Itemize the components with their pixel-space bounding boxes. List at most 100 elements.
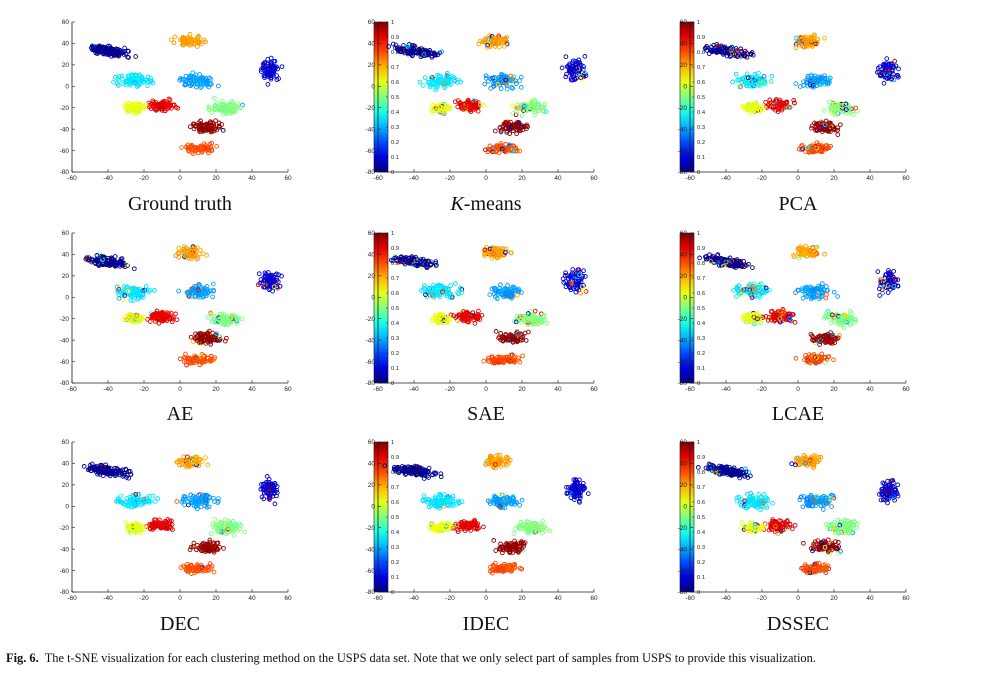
- colorbar-tick-label: 0.4: [697, 110, 706, 116]
- data-point: [492, 128, 498, 134]
- data-point: [265, 56, 271, 62]
- data-point: [115, 76, 120, 81]
- data-point: [149, 78, 154, 84]
- data-point: [821, 108, 827, 113]
- data-point: [197, 72, 203, 77]
- x-tick-label: 0: [178, 386, 182, 393]
- y-tick-label: 0: [65, 83, 69, 90]
- data-point: [238, 105, 244, 111]
- data-point: [822, 251, 827, 257]
- colorbar-tick-label: 0.9: [391, 35, 399, 41]
- x-tick-label: 60: [902, 386, 910, 393]
- data-point: [126, 48, 131, 54]
- y-tick-label: 40: [62, 252, 70, 259]
- data-point: [488, 86, 493, 91]
- scatter-points: [388, 244, 589, 366]
- data-point: [884, 56, 890, 61]
- y-tick-label: -40: [60, 126, 70, 133]
- data-point: [853, 105, 859, 111]
- x-tick-label: -40: [721, 386, 731, 393]
- data-point: [169, 106, 174, 111]
- data-point: [822, 35, 827, 41]
- data-point: [212, 95, 217, 101]
- data-point: [510, 85, 515, 91]
- data-point: [208, 129, 214, 135]
- data-point: [196, 33, 201, 39]
- data-point: [179, 77, 185, 82]
- y-tick-label: 0: [683, 294, 687, 301]
- data-point: [133, 54, 139, 59]
- data-point: [160, 103, 166, 109]
- data-point: [200, 75, 205, 81]
- data-point: [261, 60, 267, 66]
- data-point: [162, 108, 168, 114]
- x-tick-label: 20: [518, 175, 526, 182]
- data-point: [172, 34, 178, 40]
- y-tick-label: 20: [368, 62, 376, 69]
- data-point: [744, 71, 750, 77]
- data-point: [563, 54, 569, 60]
- scatter-points: [88, 31, 285, 157]
- data-point: [422, 75, 428, 80]
- data-point: [697, 255, 702, 261]
- data-point: [164, 104, 170, 110]
- data-point: [113, 46, 119, 52]
- y-tick-label: 20: [62, 273, 70, 280]
- y-tick-label: -40: [678, 126, 688, 133]
- data-point: [127, 78, 133, 83]
- x-tick-label: 60: [284, 386, 292, 393]
- data-point: [582, 54, 588, 59]
- data-point: [112, 74, 118, 80]
- data-point: [127, 81, 133, 86]
- data-point: [544, 320, 550, 326]
- data-point: [100, 44, 105, 50]
- panel-lcae: -60-40-2002040606040200-20-40-60-8010.90…: [678, 230, 910, 393]
- data-point: [200, 128, 206, 133]
- x-tick-label: 40: [554, 386, 562, 393]
- data-point: [104, 46, 109, 51]
- x-tick-label: 0: [484, 175, 488, 182]
- panel-pca: -60-40-2002040606040200-20-40-60-8010.90…: [678, 19, 910, 182]
- data-point: [417, 79, 423, 85]
- data-point: [793, 35, 799, 41]
- data-point: [195, 34, 201, 40]
- colorbar-tick-label: 0.8: [697, 261, 705, 267]
- y-tick-label: -60: [678, 359, 688, 366]
- y-tick-label: 60: [680, 19, 688, 26]
- y-tick-label: -60: [366, 148, 376, 155]
- colorbar-tick-label: 1: [391, 231, 394, 237]
- data-point: [180, 35, 186, 41]
- colorbar-tick-label: 1: [391, 20, 394, 26]
- data-point: [769, 73, 775, 79]
- data-point: [207, 147, 213, 152]
- colorbar-tick-label: 0.4: [697, 321, 706, 327]
- data-point: [207, 75, 212, 81]
- y-tick-label: -20: [678, 105, 688, 112]
- colorbar-tick-label: 0.7: [697, 65, 705, 71]
- scatter-points: [702, 32, 901, 155]
- y-tick-label: 0: [371, 294, 375, 301]
- x-tick-label: -60: [67, 175, 77, 182]
- data-point: [175, 105, 181, 111]
- data-point: [121, 52, 127, 57]
- x-tick-label: 20: [212, 175, 220, 182]
- data-point: [123, 82, 129, 88]
- data-point: [143, 102, 148, 108]
- y-tick-label: -80: [678, 169, 688, 176]
- data-point: [148, 106, 154, 112]
- x-tick-label: -40: [409, 386, 419, 393]
- colorbar-tick-label: 0.5: [391, 306, 399, 312]
- y-tick-label: 40: [680, 252, 688, 259]
- data-point: [223, 105, 229, 110]
- y-tick-label: -60: [60, 148, 70, 155]
- x-tick-label: -40: [721, 175, 731, 182]
- data-point: [125, 54, 130, 60]
- y-tick-label: 20: [680, 62, 688, 69]
- data-point: [892, 58, 898, 64]
- data-point: [483, 75, 489, 81]
- colorbar-tick-label: 0.3: [391, 336, 399, 342]
- data-point: [207, 82, 213, 87]
- data-point: [881, 80, 887, 86]
- x-tick-label: 20: [830, 175, 838, 182]
- data-point: [185, 35, 191, 41]
